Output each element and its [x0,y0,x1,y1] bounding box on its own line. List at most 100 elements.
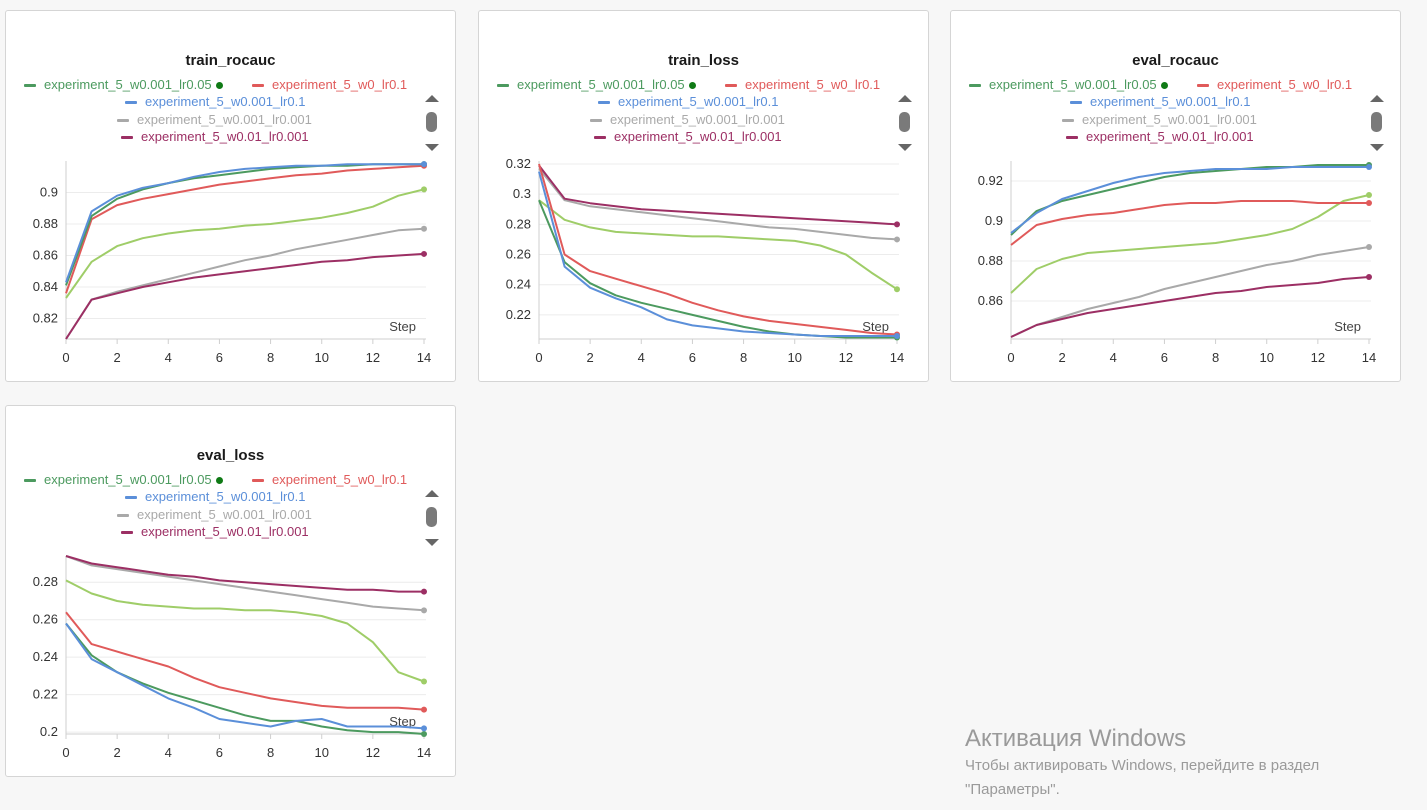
series-line[interactable] [1010,200,1369,246]
scroll-up-arrow-icon[interactable] [1370,95,1384,102]
legend-item[interactable]: experiment_5_w0.001_lr0.05 [969,77,1168,93]
series-line[interactable] [1010,246,1370,338]
x-tick-label: 4 [165,745,172,760]
legend-item[interactable]: experiment_5_w0.01_lr0.001 [121,129,309,145]
legend-item[interactable]: experiment_5_w0.001_lr0.1 [1070,94,1250,110]
scroll-thumb[interactable] [1371,112,1382,132]
x-tick-label: 0 [1007,350,1014,365]
x-tick-label: 12 [366,745,380,760]
x-tick-label: 10 [314,745,328,760]
legend-item[interactable]: experiment_5_w0.01_lr0.001 [121,524,309,540]
legend-item[interactable]: experiment_5_w0.001_lr0.05 [24,77,223,93]
legend-swatch [1062,119,1074,123]
series-line[interactable] [65,227,425,340]
legend-item[interactable]: experiment_5_w0.001_lr0.05 [497,77,696,93]
legend-swatch [117,514,129,518]
y-tick-label: 0.32 [506,156,531,171]
y-tick-label: 0.26 [33,612,58,627]
legend-item[interactable]: experiment_5_w0.001_lr0.1 [598,94,778,110]
series-line[interactable] [65,164,425,294]
series-line[interactable] [65,622,425,730]
legend-swatch [497,84,509,88]
series-line[interactable] [538,163,898,336]
legend-label: experiment_5_w0.001_lr0.001 [137,507,312,522]
legend-swatch [121,136,133,140]
x-tick-label: 14 [1362,350,1376,365]
x-tick-label: 14 [890,350,904,365]
x-axis-label: Step [389,714,416,729]
series-end-point [421,250,427,257]
series-line[interactable] [538,199,898,291]
scroll-up-arrow-icon[interactable] [425,490,439,497]
scroll-thumb[interactable] [899,112,910,132]
scroll-thumb[interactable] [426,507,437,527]
legend-scrollbar[interactable] [424,490,440,548]
legend-item[interactable]: experiment_5_w0.001_lr0.001 [1062,112,1257,128]
scroll-down-arrow-icon[interactable] [425,144,439,151]
legend-item[interactable]: experiment_5_w0.01_lr0.001 [594,129,782,145]
legend-swatch [598,101,610,105]
legend-item[interactable]: experiment_5_w0_lr0.1 [725,77,880,93]
legend-item[interactable]: experiment_5_w0.001_lr0.001 [117,507,312,523]
chart-panel-train-loss: train_loss experiment_5_w0.001_lr0.05 expe… [478,10,929,382]
x-tick-label: 2 [587,350,594,365]
legend-label: experiment_5_w0_lr0.1 [272,472,408,487]
series-line[interactable] [65,163,424,283]
series-line[interactable] [65,555,424,593]
chart-panel-eval-loss: eval_loss experiment_5_w0.001_lr0.05 exper… [5,405,456,777]
legend-item[interactable]: experiment_5_w0.001_lr0.05 [24,472,223,488]
legend-item[interactable]: experiment_5_w0.001_lr0.1 [125,489,305,505]
y-tick-label: 0.2 [40,724,58,739]
scroll-thumb[interactable] [426,112,437,132]
scroll-up-arrow-icon[interactable] [898,95,912,102]
x-tick-label: 4 [638,350,645,365]
x-tick-label: 8 [267,745,274,760]
x-tick-label: 8 [1212,350,1219,365]
scroll-up-arrow-icon[interactable] [425,95,439,102]
series-end-point [894,221,900,228]
series-line[interactable] [65,188,425,299]
legend-scrollbar[interactable] [897,95,913,153]
series-line[interactable] [65,611,425,711]
scroll-down-arrow-icon[interactable] [425,539,439,546]
legend-item[interactable]: experiment_5_w0.001_lr0.001 [117,112,312,128]
legend-item[interactable]: experiment_5_w0_lr0.1 [252,472,407,488]
y-tick-label: 0.88 [978,253,1003,268]
x-axis-label: Step [862,319,889,334]
series-line[interactable] [538,171,897,337]
series-end-point [421,607,427,614]
legend-item[interactable]: experiment_5_w0.001_lr0.001 [590,112,785,128]
y-tick-label: 0.28 [33,574,58,589]
x-tick-label: 14 [417,350,431,365]
legend-scrollbar[interactable] [424,95,440,153]
x-tick-label: 0 [62,745,69,760]
series-line[interactable] [1010,166,1369,234]
series-line[interactable] [65,555,425,612]
legend-swatch [1070,101,1082,105]
series-end-point [1366,192,1372,198]
legend-item[interactable]: experiment_5_w0_lr0.1 [1197,77,1352,93]
legend-item[interactable]: experiment_5_w0.001_lr0.1 [125,94,305,110]
legend-swatch [594,136,606,140]
legend-item[interactable]: experiment_5_w0_lr0.1 [252,77,407,93]
legend: experiment_5_w0.001_lr0.05 experiment_5_w… [951,77,1371,157]
legend-scrollbar[interactable] [1369,95,1385,153]
scroll-down-arrow-icon[interactable] [898,144,912,151]
series-line[interactable] [1010,164,1369,236]
legend-label: experiment_5_w0.001_lr0.1 [145,94,306,109]
legend-label: experiment_5_w0.001_lr0.001 [1082,112,1257,127]
series-line[interactable] [1010,194,1370,294]
scroll-down-arrow-icon[interactable] [1370,144,1384,151]
legend-label: experiment_5_w0.01_lr0.001 [141,129,309,144]
x-tick-label: 14 [417,745,431,760]
x-tick-label: 4 [165,350,172,365]
series-line[interactable] [538,164,898,226]
legend-swatch [252,479,264,483]
legend-swatch [1066,136,1078,140]
x-tick-label: 10 [1259,350,1273,365]
series-line[interactable] [65,252,425,340]
series-line[interactable] [1010,276,1370,338]
series-line[interactable] [538,167,898,241]
series-line[interactable] [65,579,425,683]
legend-item[interactable]: experiment_5_w0.01_lr0.001 [1066,129,1254,145]
